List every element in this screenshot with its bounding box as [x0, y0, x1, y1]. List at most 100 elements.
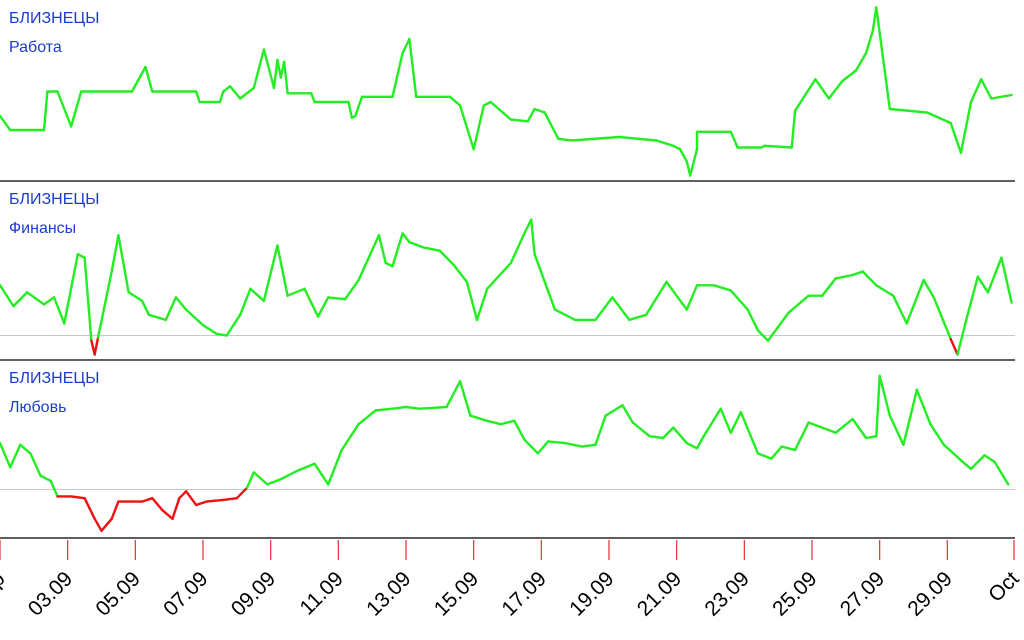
series-segment: [110, 500, 120, 520]
series-segment: [942, 443, 963, 462]
sign-label: БЛИЗНЕЦЫ: [9, 370, 99, 387]
series-segment: [523, 218, 533, 235]
panel-2: БЛИЗНЕЦЫ Финансы: [0, 191, 1015, 361]
series-segment: [807, 421, 824, 429]
series-segment: [851, 270, 864, 277]
series-segment: [235, 486, 249, 500]
series-segment: [343, 278, 360, 301]
series-segment: [922, 278, 935, 299]
series-segment: [536, 440, 550, 455]
series-segment: [665, 280, 688, 311]
series-segment: [56, 90, 73, 128]
series-segment: [25, 291, 46, 306]
series-segment: [892, 294, 908, 325]
series-segment: [932, 296, 952, 341]
series-segment: [52, 296, 66, 325]
series-segment: [249, 287, 266, 303]
series-segment: [993, 460, 1010, 486]
x-axis: Sep 03.09 05.09 07.09 09.09 11.09 13.09 15.09 17…: [0, 540, 1024, 621]
series-segment: [594, 296, 614, 322]
series-segment: [100, 517, 113, 532]
series-segment: [570, 135, 621, 142]
series-segment: [161, 509, 174, 520]
series-segment: [966, 275, 979, 316]
series-segment: [140, 497, 154, 503]
x-tick-label: Oct: [984, 567, 1023, 606]
series-segment: [279, 469, 299, 481]
series-segment: [316, 296, 330, 318]
series-segment: [42, 296, 56, 306]
x-tick-label: 27.09: [836, 567, 889, 620]
series-segment: [814, 78, 831, 100]
series-segment: [986, 256, 1003, 294]
series-segment: [215, 332, 228, 337]
series-segment: [475, 287, 489, 322]
x-tick-label: 03.09: [24, 567, 77, 620]
series-segment: [49, 479, 59, 498]
series-segment: [875, 374, 881, 438]
series-segment: [509, 118, 529, 123]
series-segment: [245, 471, 256, 489]
x-tick-label: 13.09: [362, 567, 415, 620]
series-segment: [509, 232, 526, 265]
series-segment: [617, 135, 658, 142]
series-segment: [222, 497, 239, 502]
x-tick-label: 15.09: [430, 567, 483, 620]
series-segment: [580, 443, 597, 448]
series-segment: [296, 462, 316, 472]
series-segment: [327, 296, 347, 301]
series-segment: [770, 445, 783, 460]
series-segment: [702, 407, 722, 438]
series-segment: [546, 440, 567, 445]
series-segment: [194, 500, 208, 507]
series-segment: [205, 498, 225, 503]
series-segment: [276, 244, 289, 297]
series-segment: [117, 233, 130, 294]
series-segment: [262, 244, 279, 303]
series-segment: [672, 144, 682, 151]
series-segment: [374, 407, 394, 412]
series-segment: [357, 233, 381, 282]
series-segment: [777, 311, 790, 329]
series-segment: [8, 443, 22, 469]
series-segment: [523, 438, 540, 455]
series-segment: [672, 426, 688, 445]
series-segment: [611, 296, 631, 322]
series-segment: [875, 284, 895, 297]
series-segment: [164, 296, 178, 322]
series-segment: [178, 490, 188, 500]
series-segment: [864, 29, 875, 55]
series-segment: [29, 452, 42, 477]
x-tick-label: 25.09: [768, 567, 821, 620]
series-segment: [310, 92, 316, 104]
series-segment: [925, 111, 952, 125]
series-segment: [827, 79, 844, 100]
series-segment: [983, 454, 996, 464]
series-segment: [286, 287, 306, 297]
series-segment: [834, 417, 854, 434]
topic-label: Работа: [9, 39, 62, 56]
series-segment: [76, 252, 86, 259]
series-segment: [63, 252, 80, 325]
panels-layer: БЛИЗНЕЦЫ Работа БЛИЗНЕЦЫ Финансы БЛИЗНЕЦЫ Люб…: [0, 6, 1015, 539]
series-segment: [949, 121, 963, 155]
series-segment: [841, 69, 858, 83]
series-segment: [357, 409, 377, 426]
series-segment: [915, 388, 932, 426]
series-segment: [391, 232, 404, 268]
series-segment: [0, 114, 12, 132]
series-segment: [905, 278, 925, 325]
x-tick-label: 17.09: [497, 567, 550, 620]
series-segment: [628, 313, 648, 322]
series-segment: [225, 313, 242, 337]
series-segment: [140, 299, 151, 316]
series-segment: [888, 107, 929, 114]
series-segment: [655, 139, 675, 148]
series-segment: [763, 144, 793, 149]
series-segment: [327, 448, 343, 486]
x-tick-label: Sep: [0, 567, 10, 610]
series-segment: [780, 445, 797, 452]
series-segment: [354, 95, 364, 118]
series-segment: [729, 411, 743, 434]
series-segment: [756, 329, 770, 342]
